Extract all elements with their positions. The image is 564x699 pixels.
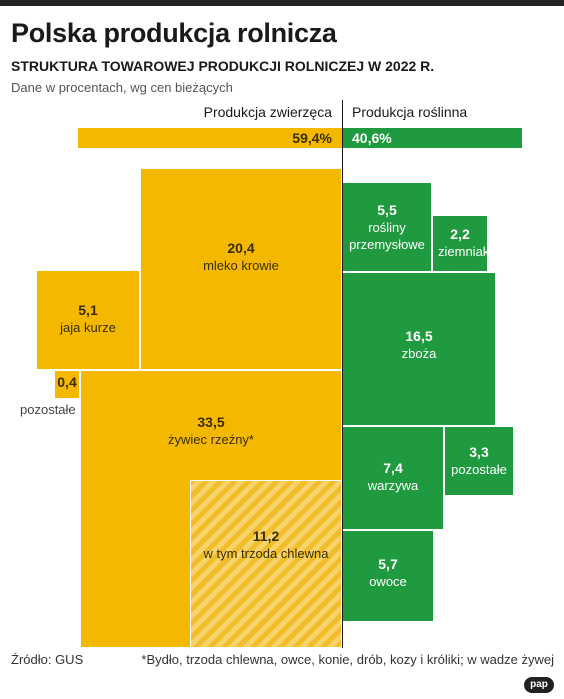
animal-name-3: żywiec rzeźny* [168, 432, 254, 447]
plant-label-4: 3,3 pozostałe [444, 444, 514, 478]
plant-name-0: rośliny przemysłowe [349, 220, 425, 252]
animal-box-4 [190, 480, 342, 648]
animal-box-1 [36, 270, 140, 370]
plant-label-0: 5,5 rośliny przemysłowe [342, 202, 432, 253]
plant-name-1: ziemniaki [438, 244, 493, 259]
animal-value-1: 5,1 [78, 302, 98, 318]
plant-value-4: 3,3 [469, 444, 489, 460]
chart-subtitle: STRUKTURA TOWAROWEJ PRODUKCJI ROLNICZEJ … [11, 58, 435, 74]
animal-name-0: mleko krowie [203, 258, 279, 273]
plant-value-3: 7,4 [383, 460, 403, 476]
animal-label-3: 33,5 żywiec rzeźny* [80, 414, 342, 448]
plant-label-1: 2,2 ziemniaki [432, 226, 493, 260]
plant-value-2: 16,5 [405, 328, 433, 344]
plant-box-5 [342, 530, 434, 622]
plant-box-1 [432, 215, 488, 272]
plant-label-2: 16,5 zboża [342, 328, 496, 362]
center-axis-line [342, 100, 343, 648]
share-label-animal: Produkcja zwierzęca [203, 104, 332, 120]
source-text: Źródło: GUS [11, 652, 84, 667]
plant-value-1: 2,2 [450, 226, 470, 242]
share-bar-plant [342, 128, 522, 148]
plant-label-5: 5,7 owoce [342, 556, 434, 590]
plant-box-2 [342, 272, 496, 426]
plant-box-3 [342, 426, 444, 530]
footnote-text: *Bydło, trzoda chlewna, owce, konie, dró… [141, 652, 554, 667]
pap-logo: pap [524, 677, 554, 693]
plant-name-5: owoce [369, 574, 407, 589]
animal-value-3: 33,5 [197, 414, 225, 430]
animal-name-4: w tym trzoda chlewna [203, 546, 329, 561]
animal-label-2: 0,4 [54, 374, 80, 391]
top-accent-line [0, 0, 564, 6]
share-bar-animal [78, 128, 342, 148]
animal-value-4: 11,2 [252, 528, 280, 544]
plant-name-2: zboża [401, 346, 437, 361]
animal-box-2 [54, 370, 80, 399]
share-value-animal: 59,4% [292, 130, 332, 146]
plant-label-3: 7,4 warzywa [342, 460, 444, 494]
share-label-plant: Produkcja roślinna [352, 104, 468, 120]
plant-name-4: pozostałe [451, 462, 507, 477]
animal-value-0: 20,4 [227, 240, 255, 256]
animal-label-4: 11,2 w tym trzoda chlewna [190, 528, 342, 562]
chart-title: Polska produkcja rolnicza [11, 18, 337, 48]
plant-name-3: warzywa [367, 478, 419, 493]
share-value-plant: 40,6% [352, 130, 392, 146]
animal-value-2: 0,4 [57, 374, 77, 390]
plant-value-5: 5,7 [378, 556, 398, 572]
animal-name-1: jaja kurze [60, 320, 116, 335]
plant-value-0: 5,5 [377, 202, 397, 218]
animal-label-0: 20,4 mleko krowie [140, 240, 342, 274]
plant-box-4 [444, 426, 514, 496]
animal-name-2: pozostałe [20, 402, 76, 417]
chart-note: Dane w procentach, wg cen bieżących [11, 80, 233, 95]
animal-box-0 [140, 168, 342, 370]
animal-label-1: 5,1 jaja kurze [36, 302, 140, 336]
